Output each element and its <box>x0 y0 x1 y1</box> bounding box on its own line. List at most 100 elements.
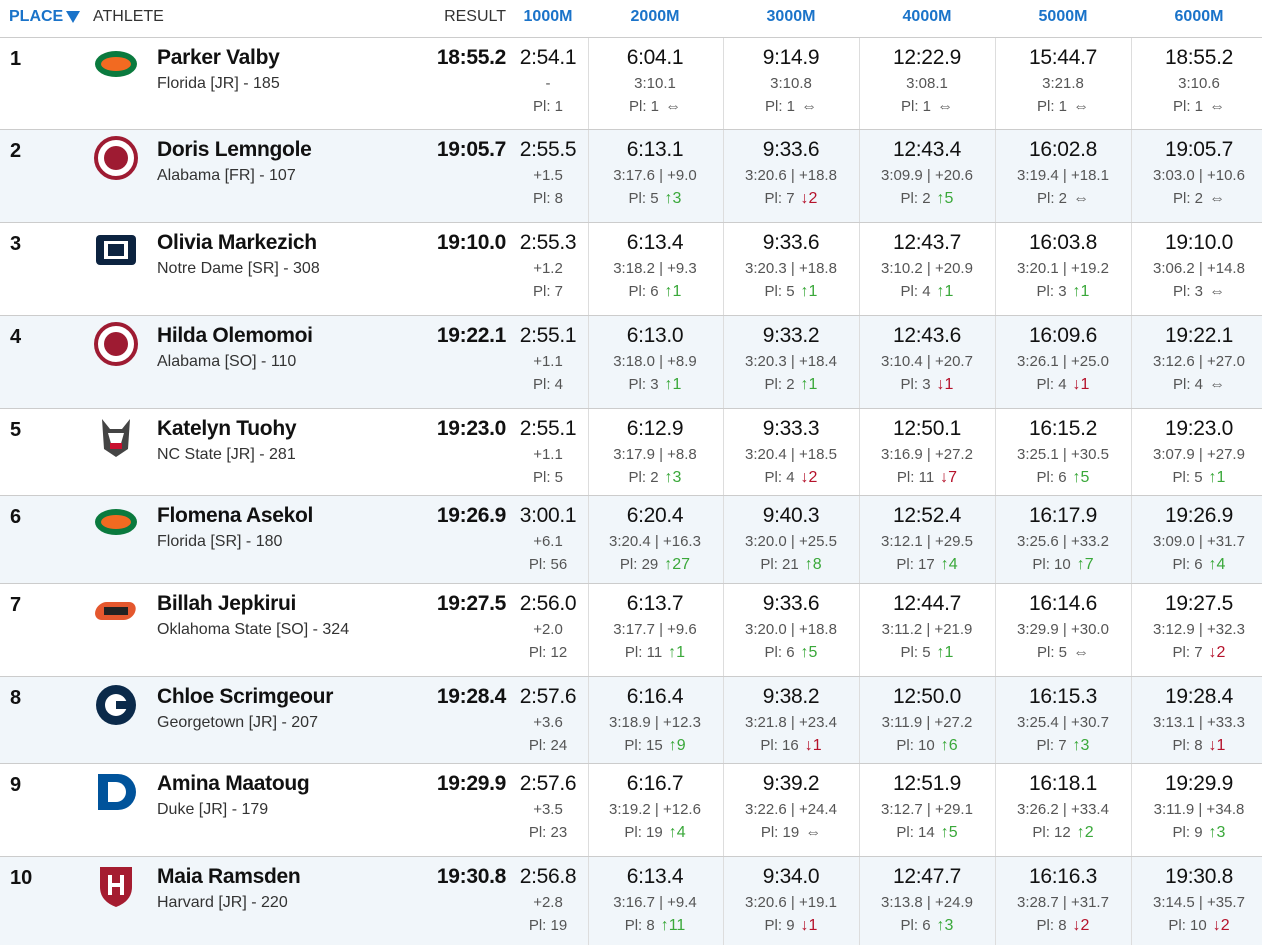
split-place-text: Pl: 4 <box>532 376 563 393</box>
split-detail: 3:11.2 | +21.9 <box>881 621 973 638</box>
split-place-text: Pl: 7 <box>1036 737 1067 754</box>
column-divider <box>723 316 724 409</box>
split-place-text: Pl: 15 <box>624 737 663 754</box>
split-place-text: Pl: 4 <box>764 469 795 486</box>
athlete-team: Harvard [JR] - 220 <box>157 894 288 911</box>
split-place: Pl: 1 ⇔ <box>860 98 994 116</box>
place-change: ↑5 <box>1072 469 1090 486</box>
split-place-text: Pl: 2 <box>1036 190 1067 207</box>
split-time: 12:52.4 <box>893 504 961 527</box>
column-divider <box>995 130 996 223</box>
split-place: Pl: 2 ↑1 <box>724 376 858 394</box>
split-detail: 3:26.1 | +25.0 <box>1017 353 1109 370</box>
split-place: Pl: 8 ↓1 <box>1132 737 1262 755</box>
split-time: 12:50.0 <box>893 685 961 708</box>
split-place: Pl: 12 <box>481 644 615 661</box>
split-place: Pl: 10 ↑6 <box>860 737 994 755</box>
split-place: Pl: 1 <box>481 98 615 115</box>
place: 7 <box>10 594 22 616</box>
team-logo <box>100 867 132 907</box>
split-place: Pl: 5 ↑3 <box>588 190 722 208</box>
split-place-text: Pl: 2 <box>900 190 931 207</box>
split-place: Pl: 3 ↑1 <box>588 376 722 394</box>
header-split: 1000M <box>523 8 573 25</box>
place-change: ↑1 <box>800 376 818 393</box>
team-logo <box>98 774 136 810</box>
column-divider <box>859 677 860 764</box>
result: 18:55.2 <box>436 46 506 69</box>
place: 2 <box>10 140 22 162</box>
split-place-text: Pl: 6 <box>1036 469 1067 486</box>
split-detail: 3:14.5 | +35.7 <box>1153 894 1245 911</box>
column-divider <box>723 130 724 223</box>
result: 19:23.0 <box>436 417 506 440</box>
split-place: Pl: 3 ↑1 <box>996 283 1130 301</box>
place-change: ↓1 <box>804 737 822 754</box>
split-place: Pl: 5 <box>481 469 615 486</box>
split-place-text: Pl: 1 <box>1172 98 1203 115</box>
place-change: ↓2 <box>1212 917 1230 934</box>
split-detail: 3:16.7 | +9.4 <box>613 894 697 911</box>
place-change: ↑2 <box>1076 824 1094 841</box>
place-change: ↑1 <box>800 283 818 300</box>
split-place-text: Pl: 1 <box>1036 98 1067 115</box>
split-detail: 3:21.8 <box>1042 75 1084 92</box>
split-detail: 3:20.1 | +19.2 <box>1017 260 1109 277</box>
split-place-text: Pl: 6 <box>628 283 659 300</box>
split-place-text: Pl: 10 <box>896 737 935 754</box>
column-divider <box>588 677 589 764</box>
split-time: 16:02.8 <box>1029 138 1097 161</box>
athlete-team: Georgetown [JR] - 207 <box>157 714 318 731</box>
split-time: 16:15.2 <box>1029 417 1097 440</box>
split-time: 9:33.6 <box>762 138 820 161</box>
split-time: 12:43.6 <box>893 324 961 347</box>
team-logo <box>94 322 138 366</box>
split-time: 6:13.1 <box>626 138 684 161</box>
result-row: 2 Doris Lemngole Alabama [FR] - 107 19:05.7… <box>0 129 1262 223</box>
place-change: ↑3 <box>1208 824 1226 841</box>
place-change: ↑7 <box>1076 556 1094 573</box>
column-divider <box>859 316 860 409</box>
place-change: ↑1 <box>668 644 686 661</box>
column-divider <box>859 584 860 677</box>
sort-icon[interactable] <box>66 11 80 23</box>
split-time: 6:16.4 <box>626 685 684 708</box>
split-place: Pl: 56 <box>481 556 615 573</box>
column-divider <box>723 496 724 584</box>
split-place: Pl: 14 ↑5 <box>860 824 994 842</box>
split-place: Pl: 15 ↑9 <box>588 737 722 755</box>
split-detail: 3:10.1 <box>634 75 676 92</box>
split-detail: 3:25.6 | +33.2 <box>1017 533 1109 550</box>
column-divider <box>859 409 860 496</box>
result-row: 7 Billah Jepkirui Oklahoma State [SO] - 32… <box>0 583 1262 677</box>
split-time: 12:44.7 <box>893 592 961 615</box>
column-divider <box>1131 584 1132 677</box>
team-logo <box>95 602 136 620</box>
split-place: Pl: 5 ↑1 <box>724 283 858 301</box>
split-place: Pl: 12 ↑2 <box>996 824 1130 842</box>
split-detail: 3:10.8 <box>770 75 812 92</box>
split-place-text: Pl: 5 <box>532 469 563 486</box>
split-time: 6:12.9 <box>626 417 684 440</box>
column-divider <box>995 223 996 316</box>
split-detail: 3:20.0 | +25.5 <box>745 533 837 550</box>
split-detail: 3:19.4 | +18.1 <box>1017 167 1109 184</box>
column-divider <box>1131 223 1132 316</box>
split-place-text: Pl: 6 <box>764 644 795 661</box>
split-time: 9:34.0 <box>762 865 820 888</box>
split-detail: 3:06.2 | +14.8 <box>1153 260 1245 277</box>
split-time: 16:09.6 <box>1029 324 1097 347</box>
split-place-text: Pl: 9 <box>1172 824 1203 841</box>
split-detail: 3:11.9 | +27.2 <box>881 714 973 731</box>
split-place: Pl: 4 <box>481 376 615 393</box>
split-detail: 3:03.0 | +10.6 <box>1153 167 1245 184</box>
place-change: ↑11 <box>660 917 686 934</box>
split-detail: 3:10.4 | +20.7 <box>881 353 973 370</box>
athlete-name: Chloe Scrimgeour <box>157 685 334 708</box>
split-detail: 3:20.6 | +19.1 <box>745 894 837 911</box>
split-place-text: Pl: 5 <box>1172 469 1203 486</box>
team-logo <box>95 51 137 77</box>
split-time: 2:56.0 <box>519 592 577 615</box>
athlete-team: Alabama [FR] - 107 <box>157 167 296 184</box>
split-detail: 3:20.3 | +18.8 <box>745 260 837 277</box>
